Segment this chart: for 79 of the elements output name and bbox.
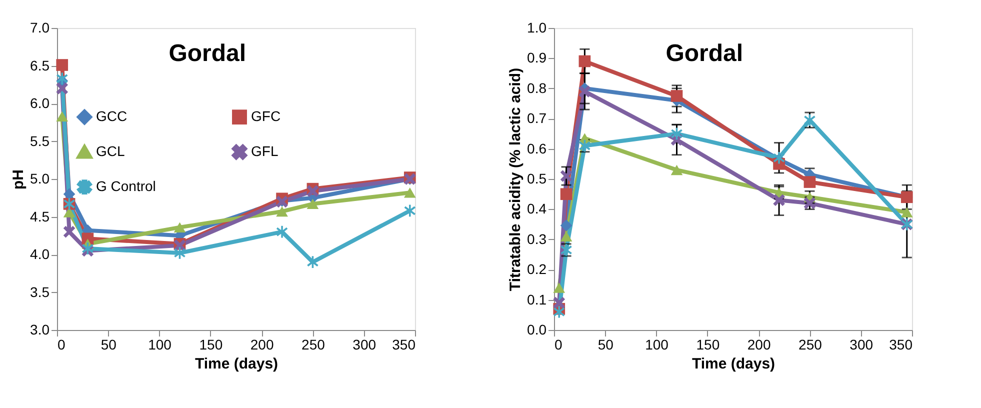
point (560, 170, 572, 182)
y-tick-label: 0.6 (527, 140, 547, 156)
point (804, 176, 816, 188)
x-tick-label: 0 (554, 336, 562, 352)
x-tick-label: 300 (352, 336, 376, 352)
x-tick-label: 350 (392, 336, 416, 352)
y-tick-label: 3.0 (30, 322, 50, 338)
y-tick-label: 0.2 (527, 261, 547, 278)
point (578, 86, 591, 98)
y-tick-label: 0.7 (527, 110, 547, 126)
point (804, 114, 816, 126)
x-tick-label: 50 (100, 336, 117, 352)
point (82, 242, 94, 254)
point (553, 282, 566, 293)
y-tick-label: 0.1 (527, 291, 547, 308)
x-tick-label: 250 (302, 336, 326, 352)
x-tick-label: 150 (696, 336, 720, 352)
legend-label: GCC (96, 108, 128, 124)
x-axis-title: Time (days) (692, 356, 776, 372)
point (56, 111, 68, 122)
point (560, 220, 572, 232)
point (404, 204, 416, 217)
x-tick-label: 100 (148, 336, 172, 352)
point (174, 247, 186, 259)
x-tick-label: 350 (889, 336, 913, 352)
point (56, 72, 68, 84)
point (306, 185, 319, 197)
y-tick-label: 0.9 (527, 50, 547, 66)
text: Gordal (666, 40, 744, 67)
legend-label: G Control (96, 178, 156, 194)
x-tick-label: 100 (645, 336, 669, 352)
y-tick-label: 5.0 (30, 170, 50, 186)
x-tick-label: 50 (598, 336, 614, 352)
y-tick-label: 0.0 (527, 322, 547, 338)
point (670, 164, 683, 176)
point (174, 222, 186, 232)
point (276, 226, 288, 238)
y-tick-label: 4.5 (30, 208, 50, 224)
point (553, 296, 566, 309)
text: Gordal (168, 40, 246, 67)
y-tick-label: 6.5 (30, 57, 50, 74)
x-axis-title: Time (days) (194, 356, 278, 372)
y-tick-label: 0.4 (527, 200, 547, 217)
point (56, 82, 68, 94)
x-tick-label: 200 (250, 336, 274, 352)
point (63, 207, 76, 218)
point (578, 55, 591, 68)
x-tick-label: 0 (58, 336, 66, 352)
y-tick-label: 0.3 (527, 230, 547, 247)
x-tick-label: 200 (747, 336, 771, 352)
point (63, 226, 76, 238)
y-tick-label: 5.5 (30, 132, 50, 149)
point (553, 306, 565, 318)
y-tick-label: 1.0 (527, 20, 547, 36)
point (560, 188, 572, 200)
y-axis-title: Titratable acidity (% lactic acid) (507, 68, 524, 292)
point (404, 187, 416, 198)
y-tick-label: 4.0 (30, 246, 50, 262)
point (900, 207, 913, 218)
point (560, 231, 572, 242)
point (671, 128, 682, 140)
x-tick-label: 150 (199, 336, 223, 352)
legend-label: GFC (251, 108, 281, 124)
x-tick-label: 250 (798, 336, 822, 352)
point (56, 59, 68, 71)
point (773, 194, 785, 206)
point (306, 198, 319, 210)
x-tick-label: 300 (850, 336, 874, 352)
y-tick-label: 7.0 (30, 20, 50, 36)
y-tick-label: 3.5 (30, 284, 50, 300)
point (670, 90, 683, 102)
legend-label: GFL (251, 143, 278, 160)
point (307, 256, 318, 268)
y-tick-label: 0.8 (527, 80, 547, 96)
point (276, 206, 288, 217)
y-tick-label: 0.5 (527, 170, 547, 186)
y-tick-label: 6.0 (30, 95, 50, 111)
y-axis-title: pH (10, 170, 28, 190)
legend-label: GCL (96, 143, 125, 160)
